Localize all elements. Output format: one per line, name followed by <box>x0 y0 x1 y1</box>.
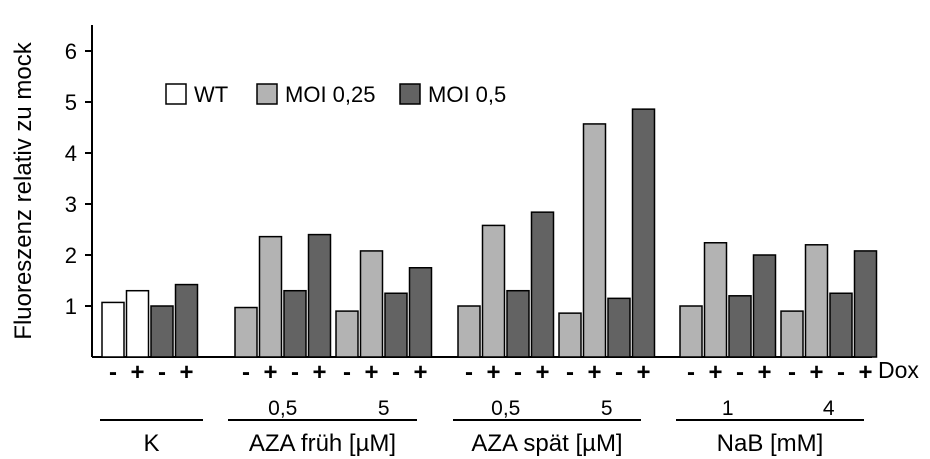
dox-sign-label: + <box>757 359 771 386</box>
legend-label: MOI 0,25 <box>285 82 375 107</box>
legend-label: WT <box>194 82 228 107</box>
dox-sign-label: - <box>465 359 473 386</box>
y-tick-label: 3 <box>65 192 77 217</box>
legend-swatch <box>256 83 278 105</box>
dox-sign-label: - <box>788 359 796 386</box>
dox-sign-label: + <box>130 359 144 386</box>
group-label: K <box>143 430 159 457</box>
bar <box>174 283 199 358</box>
dox-sign-label: - <box>687 359 695 386</box>
bar <box>258 235 283 358</box>
bar <box>234 306 258 358</box>
dox-sign-label: + <box>587 359 601 386</box>
bar <box>582 123 607 358</box>
bar <box>804 244 829 358</box>
dose-label: 0,5 <box>268 397 297 420</box>
bar <box>558 312 582 358</box>
bar <box>283 289 307 358</box>
bar <box>384 292 408 358</box>
dox-sign-label: - <box>837 359 845 386</box>
bar <box>853 250 878 358</box>
dox-label: Dox <box>878 357 919 383</box>
bar <box>607 297 631 358</box>
dox-sign-label: - <box>291 359 299 386</box>
legend-label: MOI 0,5 <box>428 82 506 107</box>
dox-sign-label: + <box>858 359 872 386</box>
dox-sign-label: + <box>535 359 549 386</box>
group-label: AZA spät [µM] <box>471 430 622 457</box>
y-tick-label: 1 <box>65 294 77 319</box>
dox-sign-label: - <box>392 359 400 386</box>
dox-sign-label: - <box>242 359 250 386</box>
bar <box>703 242 728 358</box>
dox-sign-label: - <box>615 359 623 386</box>
y-tick-label: 5 <box>65 90 77 115</box>
y-tick-label: 6 <box>65 39 77 64</box>
dox-sign-label: + <box>312 359 326 386</box>
y-tick-label: 4 <box>65 141 77 166</box>
dox-sign-label: + <box>809 359 823 386</box>
bar <box>631 108 656 358</box>
bar <box>101 301 125 358</box>
dox-sign-label: - <box>109 359 117 386</box>
bar <box>728 295 752 358</box>
y-tick-label: 2 <box>65 243 77 268</box>
dox-sign-label: + <box>364 359 378 386</box>
dox-sign-label: - <box>343 359 351 386</box>
dose-label: 1 <box>722 397 734 420</box>
bar <box>780 310 804 358</box>
dox-sign-label: + <box>263 359 277 386</box>
legend-swatch <box>165 83 187 105</box>
dose-label: 4 <box>823 397 835 420</box>
bar <box>457 305 481 358</box>
bar <box>150 305 174 358</box>
bar <box>530 211 555 358</box>
y-axis-label: Fluoreszenz relativ zu mock <box>10 41 37 339</box>
dox-sign-label: - <box>566 359 574 386</box>
dose-label: 5 <box>601 397 613 420</box>
dose-label: 0,5 <box>491 397 520 420</box>
bar <box>481 224 506 358</box>
dox-sign-label: - <box>736 359 744 386</box>
legend-swatch <box>399 83 421 105</box>
dox-sign-label: + <box>179 359 193 386</box>
bar <box>752 254 777 358</box>
bar <box>679 305 703 358</box>
dox-sign-label: + <box>636 359 650 386</box>
dox-sign-label: + <box>708 359 722 386</box>
group-label: AZA früh [µM] <box>249 430 396 457</box>
dox-sign-label: - <box>158 359 166 386</box>
bar <box>506 289 530 358</box>
dox-sign-label: + <box>413 359 427 386</box>
bar <box>359 250 384 358</box>
group-label: NaB [mM] <box>717 430 824 457</box>
bar <box>408 267 433 358</box>
bar <box>307 233 332 358</box>
bar <box>125 289 150 358</box>
bar <box>335 310 359 358</box>
dox-sign-label: + <box>486 359 500 386</box>
bar <box>829 292 853 358</box>
dose-label: 5 <box>378 397 390 420</box>
dox-sign-label: - <box>514 359 522 386</box>
